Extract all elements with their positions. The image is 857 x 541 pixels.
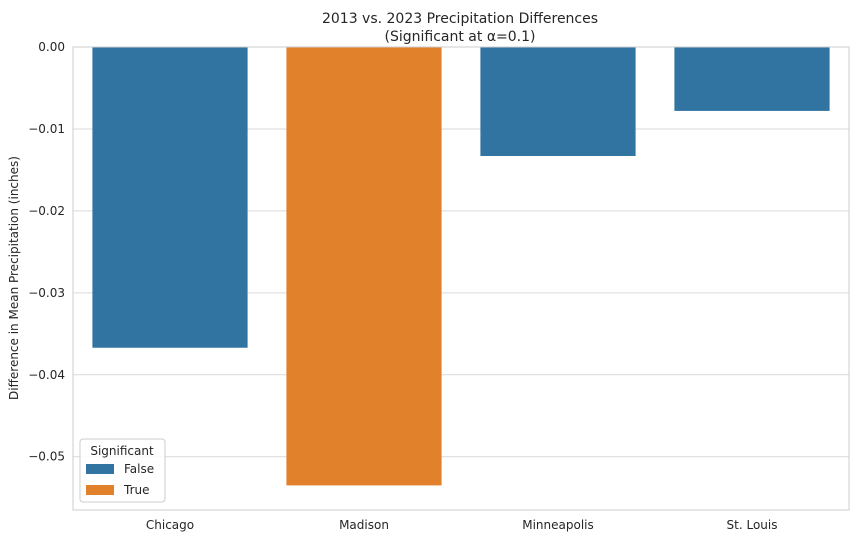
bar-madison: [286, 47, 442, 486]
x-tick-label: Madison: [339, 518, 389, 532]
y-tick-label: −0.01: [28, 122, 65, 136]
x-tick-label: Minneapolis: [522, 518, 594, 532]
legend-title: Significant: [90, 444, 154, 458]
ticks-layer: 0.00 −0.01 −0.02 −0.03 −0.04 −0.05 Chicago Madi…: [28, 40, 777, 532]
x-tick-label: St. Louis: [727, 518, 778, 532]
plot-frame: [72, 46, 850, 511]
legend-swatch-false: [86, 464, 114, 474]
bar-minneapolis: [480, 47, 636, 156]
bar-st-louis: [674, 47, 830, 111]
y-tick-label: −0.03: [28, 286, 65, 300]
legend-swatch-true: [86, 485, 114, 495]
legend-label-true: True: [123, 483, 150, 497]
bars-layer: [92, 47, 830, 486]
y-tick-label: −0.02: [28, 204, 65, 218]
y-tick-label: −0.04: [28, 368, 65, 382]
legend-label-false: False: [124, 462, 154, 476]
chart-title-line2: (Significant at α=0.1): [385, 29, 536, 45]
y-axis-label: Difference in Mean Precipitation (inches…: [7, 156, 21, 400]
legend: Significant False True: [79, 438, 166, 503]
chart-title-line1: 2013 vs. 2023 Precipitation Differences: [322, 11, 598, 27]
x-tick-label: Chicago: [146, 518, 194, 532]
y-tick-label: 0.00: [38, 40, 65, 54]
y-tick-label: −0.05: [28, 450, 65, 464]
bar-chicago: [92, 47, 248, 348]
